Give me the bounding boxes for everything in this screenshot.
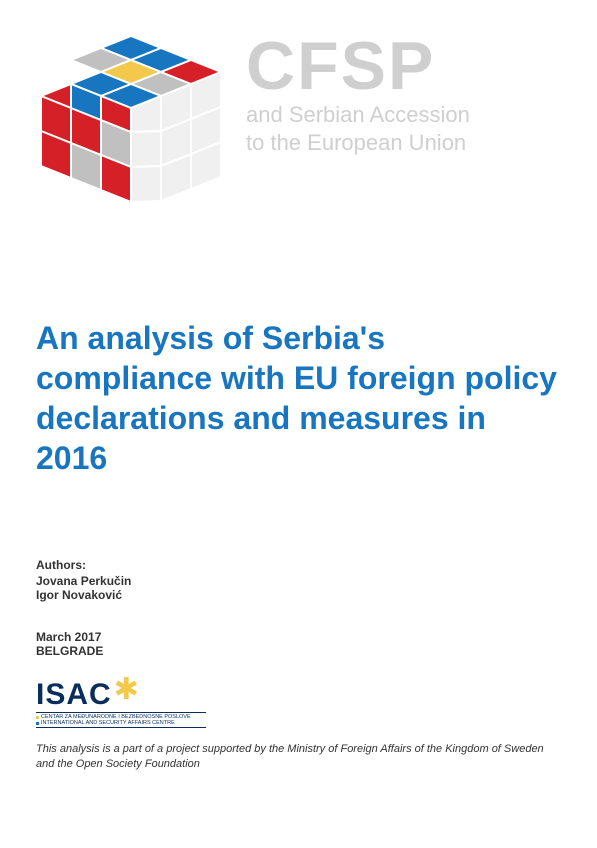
isac-sublines: CENTAR ZA MEĐUNARODNE I BEZBEDNOSNE POSL… xyxy=(36,712,206,728)
logo-subtitle-line1: and Serbian Accession xyxy=(246,102,470,127)
footer-note: This analysis is a part of a project sup… xyxy=(36,742,561,773)
date-block: March 2017 BELGRADE xyxy=(36,630,561,658)
header-text-block: CFSP and Serbian Accession to the Europe… xyxy=(246,28,470,156)
authors-block: Authors: Jovana Perkučin Igor Novaković xyxy=(36,558,561,602)
dot-icon xyxy=(36,716,39,719)
document-page: CFSP and Serbian Accession to the Europe… xyxy=(0,0,597,848)
dot-icon xyxy=(36,722,39,725)
cube-logo-icon xyxy=(36,28,226,218)
document-title: An analysis of Serbia's compliance with … xyxy=(36,318,561,478)
logo-subtitle: and Serbian Accession to the European Un… xyxy=(246,101,470,156)
logo-acronym: CFSP xyxy=(246,36,470,97)
star-icon: ✱ xyxy=(114,678,139,702)
isac-subline-2-text: INTERNATIONAL AND SECURITY AFFAIRS CENTR… xyxy=(41,720,175,726)
isac-main: ISAC ✱ xyxy=(36,678,561,712)
isac-name: ISAC xyxy=(36,678,112,712)
isac-logo-block: ISAC ✱ CENTAR ZA MEĐUNARODNE I BEZBEDNOS… xyxy=(36,678,561,728)
date-month-year: March 2017 xyxy=(36,630,561,644)
author-name-2: Igor Novaković xyxy=(36,588,561,602)
header-logo-block: CFSP and Serbian Accession to the Europe… xyxy=(36,28,561,218)
authors-label: Authors: xyxy=(36,558,561,572)
logo-subtitle-line2: to the European Union xyxy=(246,130,466,155)
date-city: BELGRADE xyxy=(36,644,561,658)
author-name-1: Jovana Perkučin xyxy=(36,574,561,588)
isac-subline-2: INTERNATIONAL AND SECURITY AFFAIRS CENTR… xyxy=(36,720,206,726)
